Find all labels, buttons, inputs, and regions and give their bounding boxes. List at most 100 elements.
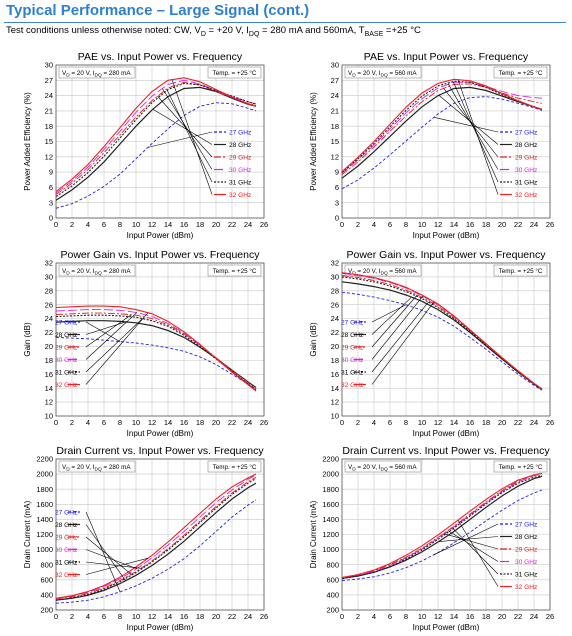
conditions-box-frame (344, 66, 422, 79)
title-divider (4, 22, 566, 23)
x-axis-label: Input Power (dBm) (127, 429, 194, 438)
series-group (341, 78, 543, 190)
x-tick-label: 26 (260, 220, 268, 229)
series-line-29-ghz (341, 472, 543, 578)
plot-frame (55, 64, 265, 219)
chart-gain-560ma: Power Gain vs. Input Power vs. Frequency… (286, 246, 572, 442)
y-tick-label: 0 (49, 214, 53, 223)
conditions-tbase-text: =+25 °C (383, 25, 421, 36)
temperature-text: Temp. = +25 °C (499, 69, 543, 77)
series-group (55, 77, 257, 209)
y-tick-label: 1800 (322, 485, 339, 494)
x-tick-label: 20 (212, 612, 220, 621)
y-tick-label: 3 (49, 198, 53, 207)
legend: 27 GHz 28 GHz 29 GHz 30 GHz 31 GHz 32 GHz (147, 79, 251, 199)
y-tick-label: 10 (45, 412, 53, 421)
temperature-box-frame (493, 460, 548, 473)
y-tick-label: 20 (331, 342, 339, 351)
legend-leader-line (85, 314, 132, 348)
y-tick-label: 16 (45, 370, 53, 379)
x-tick-label: 24 (530, 220, 538, 229)
x-tick-label: 22 (514, 220, 522, 229)
legend: 27 GHz 28 GHz 29 GHz 30 GHz 31 GHz 32 GHz (55, 509, 149, 592)
x-tick-label: 26 (546, 612, 554, 621)
legend-leader-line (85, 312, 138, 360)
conditions-part: DQ (380, 73, 387, 79)
chart-svg: Drain Current vs. Input Power vs. Freque… (309, 445, 554, 632)
x-tick-label: 16 (180, 418, 188, 427)
legend-label: 27 GHz (229, 129, 251, 136)
x-tick-label: 22 (228, 220, 236, 229)
y-tick-label: 400 (326, 591, 339, 600)
conditions-box-frame (58, 66, 136, 79)
y-tick-label: 15 (45, 137, 53, 146)
y-tick-label: 30 (45, 273, 53, 282)
y-tick-label: 12 (45, 398, 53, 407)
legend-label: 31 GHz (515, 571, 537, 578)
x-tick-label: 24 (530, 418, 538, 427)
conditions-part: DQ (94, 73, 101, 79)
y-tick-label: 12 (45, 152, 53, 161)
y-tick-label: 30 (331, 61, 339, 70)
y-tick-label: 12 (331, 398, 339, 407)
series-line-29-ghz (55, 476, 257, 600)
y-tick-label: 15 (331, 137, 339, 146)
temperature-box-frame (207, 66, 262, 79)
y-tick-label: 6 (49, 183, 53, 192)
x-tick-label: 18 (482, 418, 490, 427)
chart-current-560ma: Drain Current vs. Input Power vs. Freque… (286, 442, 572, 636)
y-tick-label: 30 (45, 61, 53, 70)
x-tick-label: 4 (86, 612, 90, 621)
legend-label: 32 GHz (341, 382, 363, 389)
x-axis-label: Input Power (dBm) (127, 231, 194, 240)
x-tick-label: 8 (118, 220, 122, 229)
legend-label: 30 GHz (341, 357, 363, 364)
legend-label: 29 GHz (515, 546, 537, 553)
series-line-27-ghz (55, 102, 257, 209)
y-tick-label: 3 (335, 198, 339, 207)
x-tick-label: 4 (372, 612, 376, 621)
y-tick-label: 2000 (36, 470, 53, 479)
legend: 27 GHz 28 GHz 29 GHz 30 GHz 31 GHz 32 GHz (433, 520, 537, 591)
x-tick-label: 16 (466, 220, 474, 229)
chart-svg: Power Gain vs. Input Power vs. Frequency… (23, 249, 268, 438)
legend-label: 32 GHz (55, 572, 77, 579)
x-tick-label: 20 (212, 418, 220, 427)
legend-leader-line (371, 296, 412, 335)
legend-label: 31 GHz (55, 559, 77, 566)
conditions-box: VD = 20 V, IDQ = 560 mA (344, 460, 422, 473)
y-axis-label: Drain Current (mA) (309, 500, 318, 568)
y-tick-label: 9 (49, 168, 53, 177)
conditions-part: = 20 V, I (356, 70, 381, 77)
y-tick-label: 18 (331, 356, 339, 365)
x-tick-label: 20 (498, 220, 506, 229)
x-tick-label: 4 (372, 220, 376, 229)
x-tick-label: 0 (340, 612, 344, 621)
conditions-text: VD = 20 V, IDQ = 280 mA (62, 268, 131, 277)
y-tick-label: 18 (45, 356, 53, 365)
x-tick-label: 24 (244, 418, 252, 427)
y-axis-label: Power Added Efficiency (%) (23, 92, 32, 191)
y-axis-label: Power Added Efficiency (%) (309, 92, 318, 191)
chart-title: PAE vs. Input Power vs. Frequency (78, 51, 243, 63)
y-tick-label: 6 (335, 183, 339, 192)
y-tick-label: 2200 (322, 455, 339, 464)
x-tick-label: 4 (86, 418, 90, 427)
legend-label: 29 GHz (229, 154, 251, 161)
conditions-part: = 280 mA (102, 268, 132, 275)
series-line-27-ghz (341, 291, 543, 391)
temperature-box: Temp. = +25 °C (493, 264, 548, 277)
legend-leader-line (371, 301, 429, 373)
conditions-part: DQ (94, 271, 101, 277)
conditions-text: VD = 20 V, IDQ = 280 mA (62, 464, 131, 473)
legend-label: 32 GHz (229, 192, 251, 199)
legend-leader-line (85, 312, 149, 385)
chart-svg: Power Gain vs. Input Power vs. Frequency… (309, 249, 554, 438)
y-tick-label: 30 (331, 273, 339, 282)
conditions-prefix: Test conditions unless otherwise noted: … (6, 25, 201, 36)
legend-leader-line (371, 301, 435, 385)
y-tick-label: 24 (331, 314, 339, 323)
legend-leader-line (448, 530, 499, 562)
series-line-27-ghz (55, 336, 257, 390)
